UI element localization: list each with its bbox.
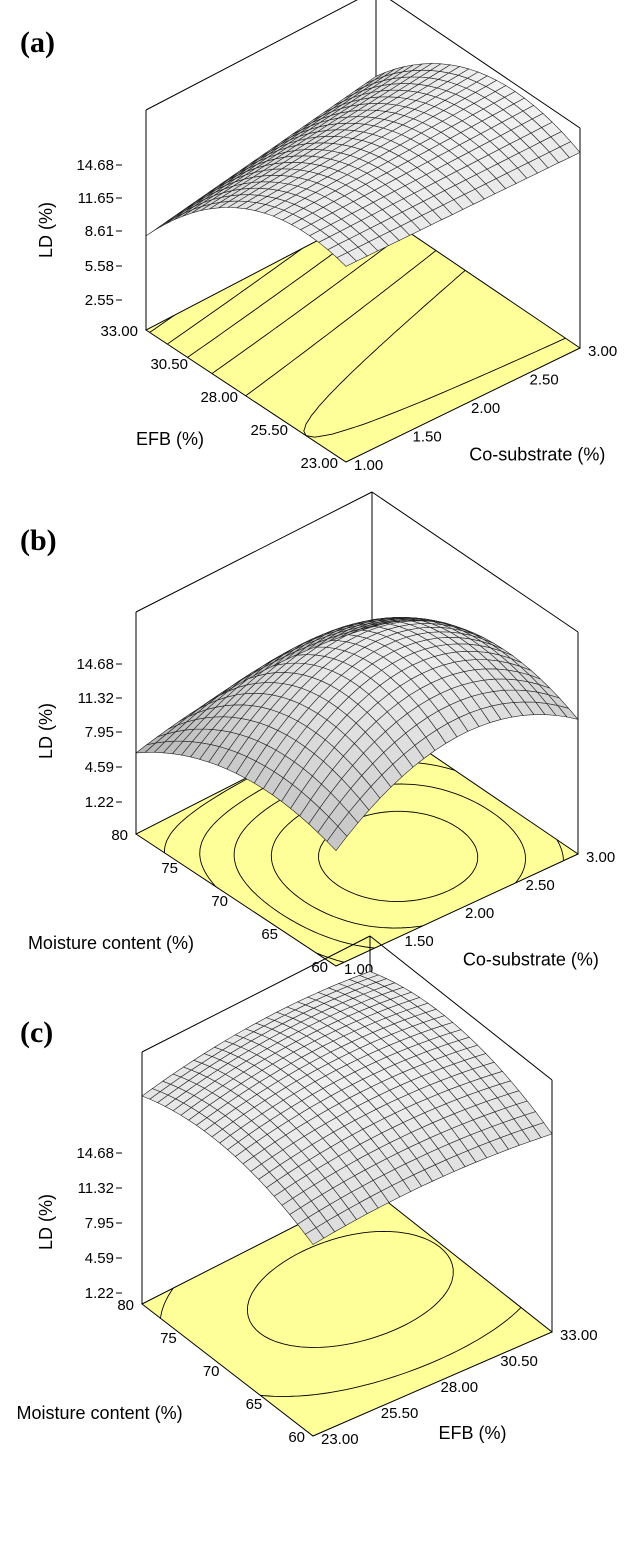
- z-tick-label: 11.32: [78, 1180, 114, 1197]
- z-tick-label: 14.68: [76, 1145, 114, 1162]
- y-tick-label: 65: [246, 1396, 263, 1413]
- x-tick-label: 23.00: [321, 1431, 359, 1448]
- contour-line: [167, 248, 303, 345]
- z-tick-label: 11.65: [78, 190, 114, 207]
- z-tick-label: 8.61: [85, 223, 114, 240]
- z-tick-label: 7.95: [85, 724, 114, 741]
- panel-label: (b): [20, 524, 57, 557]
- z-axis-title: LD (%): [36, 202, 56, 258]
- x-tick-label: 1.50: [405, 933, 434, 950]
- x-tick-label: 2.50: [530, 372, 559, 389]
- contour-line: [245, 250, 437, 397]
- x-tick-label: 2.00: [465, 905, 494, 922]
- surface-cell: [365, 72, 386, 84]
- z-tick-label: 4.59: [85, 759, 114, 776]
- box-edge-top-right: [371, 491, 579, 633]
- surface-mesh: [145, 63, 581, 267]
- x-tick-label: 2.50: [526, 877, 555, 894]
- x-tick-label: 30.50: [500, 1353, 538, 1370]
- z-tick-label: 7.95: [85, 1215, 114, 1232]
- y-tick-label: 70: [203, 1363, 220, 1380]
- y-tick-label: 70: [211, 893, 228, 910]
- y-tick-label: 65: [261, 926, 278, 943]
- x-axis-title: Co-substrate (%): [469, 445, 605, 465]
- box-edge-top-right: [389, 0, 581, 129]
- z-tick-label: 11.32: [78, 690, 114, 707]
- box-edge-top-left: [135, 491, 373, 613]
- panel-label: (a): [20, 26, 55, 59]
- x-tick-label: 1.00: [354, 457, 383, 474]
- z-tick-label: 4.59: [85, 1250, 114, 1267]
- z-axis-title: LD (%): [36, 1194, 56, 1250]
- z-tick-label: 1.22: [85, 794, 114, 811]
- x-axis-title: Co-substrate (%): [463, 950, 599, 970]
- y-axis-title: Moisture content (%): [28, 933, 194, 953]
- y-axis-title: EFB (%): [136, 429, 204, 449]
- z-tick-label: 14.68: [76, 157, 114, 174]
- panel-label: (c): [20, 1016, 53, 1049]
- z-tick-label: 5.58: [85, 258, 114, 275]
- surface-mesh: [141, 971, 553, 1245]
- z-axis-title: LD (%): [36, 703, 56, 759]
- base-plane: [145, 209, 581, 463]
- y-tick-label: 75: [160, 1330, 177, 1347]
- panel-a: (a) 2.55 5.58 8.61 11.65 14.68 LD (%) 33.00 30.5…: [20, 0, 617, 474]
- y-tick-label: 80: [117, 1297, 134, 1314]
- x-tick-label: 28.00: [441, 1379, 479, 1396]
- surface-cell: [361, 624, 382, 631]
- y-tick-label: 75: [161, 860, 178, 877]
- x-tick-label: 25.50: [381, 1405, 419, 1422]
- contour-line: [303, 270, 566, 438]
- y-axis-title: Moisture content (%): [17, 1403, 183, 1423]
- y-tick-label: 60: [288, 1429, 305, 1446]
- z-tick-label: 2.55: [85, 292, 114, 309]
- contour-line: [160, 1287, 522, 1397]
- surface-cell: [358, 971, 380, 979]
- contour-line: [149, 314, 175, 333]
- x-axis-title: EFB (%): [439, 1423, 507, 1443]
- x-tick-label: 1.50: [413, 429, 442, 446]
- contour-line: [246, 1230, 454, 1348]
- panel-c: (c) 1.22 4.59 7.95 11.32 14.68 LD (%) 80 75 70 65 6…: [17, 935, 598, 1448]
- box-edge-top-left: [141, 935, 371, 1053]
- box-edge-top-right: [369, 935, 553, 1081]
- z-tick-label: 14.68: [76, 656, 114, 673]
- y-tick-label: 33.00: [100, 323, 138, 340]
- z-tick-label: 1.22: [85, 1285, 114, 1302]
- x-tick-label: 33.00: [560, 1327, 598, 1344]
- surface-mesh: [135, 617, 579, 852]
- base-plane: [141, 1187, 553, 1437]
- y-tick-label: 30.50: [150, 356, 188, 373]
- y-tick-label: 28.00: [200, 389, 238, 406]
- box-edge-top-left: [145, 0, 358, 111]
- x-tick-label: 3.00: [588, 343, 617, 360]
- y-tick-label: 23.00: [300, 455, 338, 472]
- y-tick-label: 25.50: [250, 422, 288, 439]
- x-tick-label: 2.00: [471, 400, 500, 417]
- x-tick-label: 3.00: [586, 849, 615, 866]
- y-tick-label: 80: [111, 827, 128, 844]
